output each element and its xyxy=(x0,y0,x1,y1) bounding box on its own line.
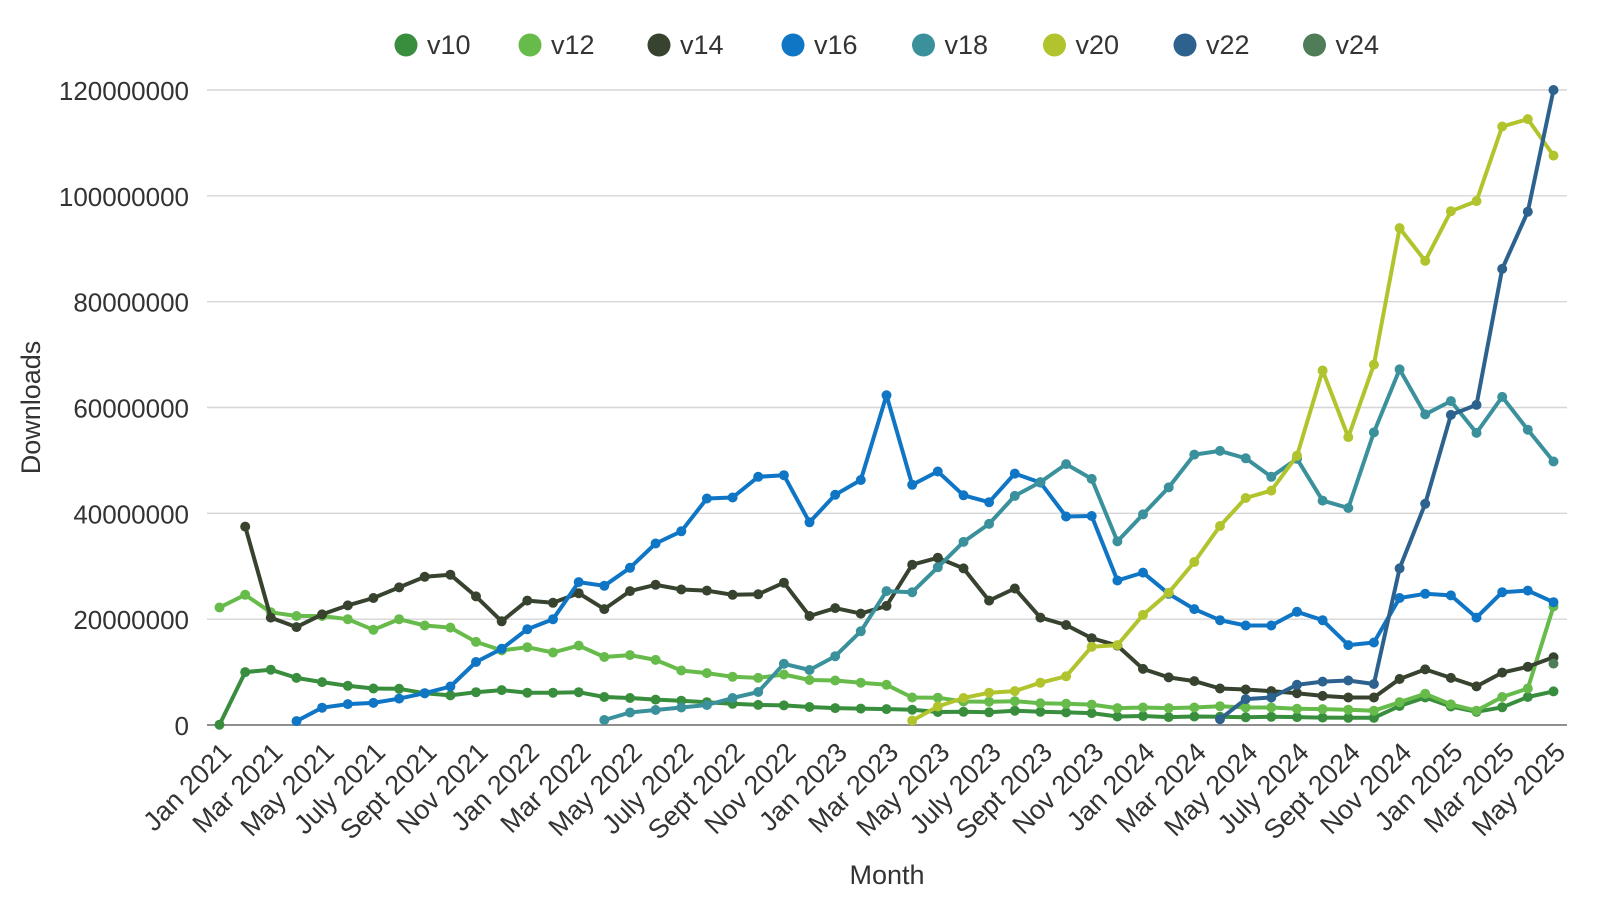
svg-text:Month: Month xyxy=(849,860,924,890)
svg-text:v14: v14 xyxy=(680,30,724,60)
svg-text:40000000: 40000000 xyxy=(73,499,189,529)
svg-text:60000000: 60000000 xyxy=(73,394,189,424)
svg-text:v18: v18 xyxy=(945,30,989,60)
svg-text:80000000: 80000000 xyxy=(73,288,189,318)
svg-text:v22: v22 xyxy=(1206,30,1250,60)
svg-text:v20: v20 xyxy=(1076,30,1120,60)
svg-text:0: 0 xyxy=(175,711,189,741)
svg-text:120000000: 120000000 xyxy=(59,76,189,106)
svg-text:v16: v16 xyxy=(814,30,858,60)
svg-text:v24: v24 xyxy=(1336,30,1380,60)
svg-text:v12: v12 xyxy=(551,30,595,60)
svg-text:Downloads: Downloads xyxy=(16,341,46,475)
svg-text:100000000: 100000000 xyxy=(59,182,189,212)
svg-text:20000000: 20000000 xyxy=(73,605,189,635)
svg-text:v10: v10 xyxy=(427,30,471,60)
